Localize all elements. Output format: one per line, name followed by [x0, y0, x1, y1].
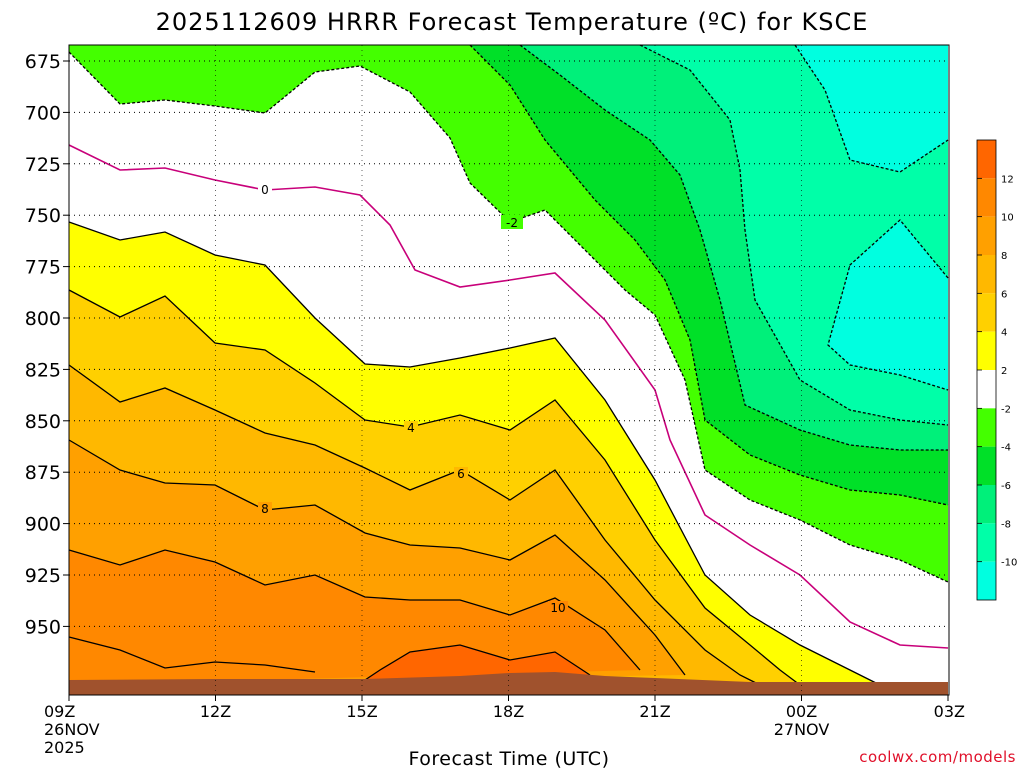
- x-tick-label-00Z: 00Z: [786, 702, 817, 721]
- colorbar-tick-label-12: 12: [1001, 174, 1014, 185]
- contour-minus4C: [469, 44, 949, 506]
- x-tick-label-18Z: 18Z: [493, 702, 524, 721]
- colorbar-tick-label-10: 10: [1001, 213, 1014, 224]
- y-tick-label-800: 800: [25, 308, 61, 330]
- y-tick-label-825: 825: [25, 359, 61, 381]
- grid-lines: [69, 45, 948, 695]
- contour-12C: [68, 636, 591, 681]
- colorbar-tick-label--4: -4: [1001, 443, 1011, 454]
- colorbar-swatch-4: [977, 293, 996, 332]
- colorbar-swatch-minus6: [977, 446, 996, 485]
- chart-title: 2025112609 HRRR Forecast Temperature (ºC…: [156, 8, 869, 36]
- colorbar-tick-label-4: 4: [1001, 328, 1007, 339]
- terrain-ground: [69, 672, 948, 695]
- contour-8C: [68, 439, 686, 676]
- contour-label-6: 6: [457, 467, 465, 481]
- contour-label-10: 10: [550, 601, 565, 615]
- colorbar-swatch-6: [977, 255, 996, 294]
- y-tick-label-925: 925: [25, 565, 61, 587]
- contour-minus6C: [519, 44, 948, 451]
- contour-2C: [68, 221, 881, 686]
- contour-0C: [68, 144, 949, 649]
- contour-label-4: 4: [407, 421, 415, 435]
- y-tick-label-850: 850: [25, 411, 61, 433]
- colorbar-tick-label-6: 6: [1001, 289, 1007, 300]
- band-10-12: [69, 550, 640, 685]
- colorbar-swatch-minus10: [977, 523, 996, 562]
- credit-text: coolwx.com/models: [859, 748, 1016, 766]
- colorbar-swatch-minus12: [977, 561, 996, 600]
- colorbar-swatch-minus2: [977, 370, 996, 409]
- y-tick-label-725: 725: [25, 154, 61, 176]
- contour-minus10C-lower: [827, 219, 949, 391]
- y-tick-label-875: 875: [25, 462, 61, 484]
- x-tick-label-03Z: 03Z: [934, 702, 965, 721]
- contour-label-8: 8: [261, 502, 269, 516]
- contour-6C: [68, 364, 761, 686]
- x-tick-sublabel-26NOV: 26NOV: [44, 720, 100, 739]
- contour-minus8C: [639, 44, 949, 426]
- contour-minus10C-upper: [794, 44, 949, 173]
- colorbar-swatch-8: [977, 216, 996, 255]
- band-minus10-minus12-upper: [795, 45, 948, 172]
- colorbar-tick-label--2: -2: [1001, 404, 1011, 415]
- plot-area: 0 -2 4 6 8 10: [68, 44, 950, 696]
- contour-label-group: 0 -2 4 6 8 10: [258, 183, 568, 615]
- x-tick-label-12Z: 12Z: [200, 702, 231, 721]
- colorbar-swatch-minus4: [977, 408, 996, 447]
- colorbar-tick-label-8: 8: [1001, 251, 1007, 262]
- x-tick-label-15Z: 15Z: [346, 702, 377, 721]
- contour-label-minus2: -2: [506, 216, 518, 230]
- colorbar-swatch-12: [977, 140, 996, 179]
- y-tick-label-750: 750: [25, 205, 61, 227]
- y-tick-label-900: 900: [25, 514, 61, 536]
- colorbar-swatch-minus8: [977, 485, 996, 524]
- x-tick-label-09Z: 09Z: [44, 702, 75, 721]
- x-tick-label-21Z: 21Z: [639, 702, 670, 721]
- contour-4C: [68, 289, 801, 686]
- colorbar-tick-label--6: -6: [1001, 481, 1011, 492]
- colorbar-tick-label-2: 2: [1001, 366, 1007, 377]
- contour-label-0: 0: [261, 183, 269, 197]
- y-tick-label-775: 775: [25, 257, 61, 279]
- band-minus10-minus12-lower: [828, 220, 948, 390]
- x-tick-sublabel-2025: 2025: [44, 738, 85, 757]
- colorbar-tick-label--8: -8: [1001, 519, 1011, 530]
- contour-10C: [68, 549, 641, 671]
- contour-minus2C: [68, 51, 949, 583]
- colorbar-swatch-10: [977, 178, 996, 217]
- y-tick-label-675: 675: [25, 51, 61, 73]
- x-tick-sublabel-27NOV: 27NOV: [774, 720, 830, 739]
- colorbar-swatch-2: [977, 331, 996, 370]
- contour-lines: [68, 44, 949, 686]
- y-tick-label-950: 950: [25, 616, 61, 638]
- y-axis-ticks: 675 700 725 750 775 800 825 850 875 900 925 950: [25, 51, 69, 638]
- colorbar: 12 10 8 6 4 2 -2 -4 -6 -8 -10: [976, 139, 1017, 601]
- colorbar-tick-label--10: -10: [1001, 558, 1017, 569]
- y-tick-label-700: 700: [25, 102, 61, 124]
- x-axis-label: Forecast Time (UTC): [409, 748, 610, 768]
